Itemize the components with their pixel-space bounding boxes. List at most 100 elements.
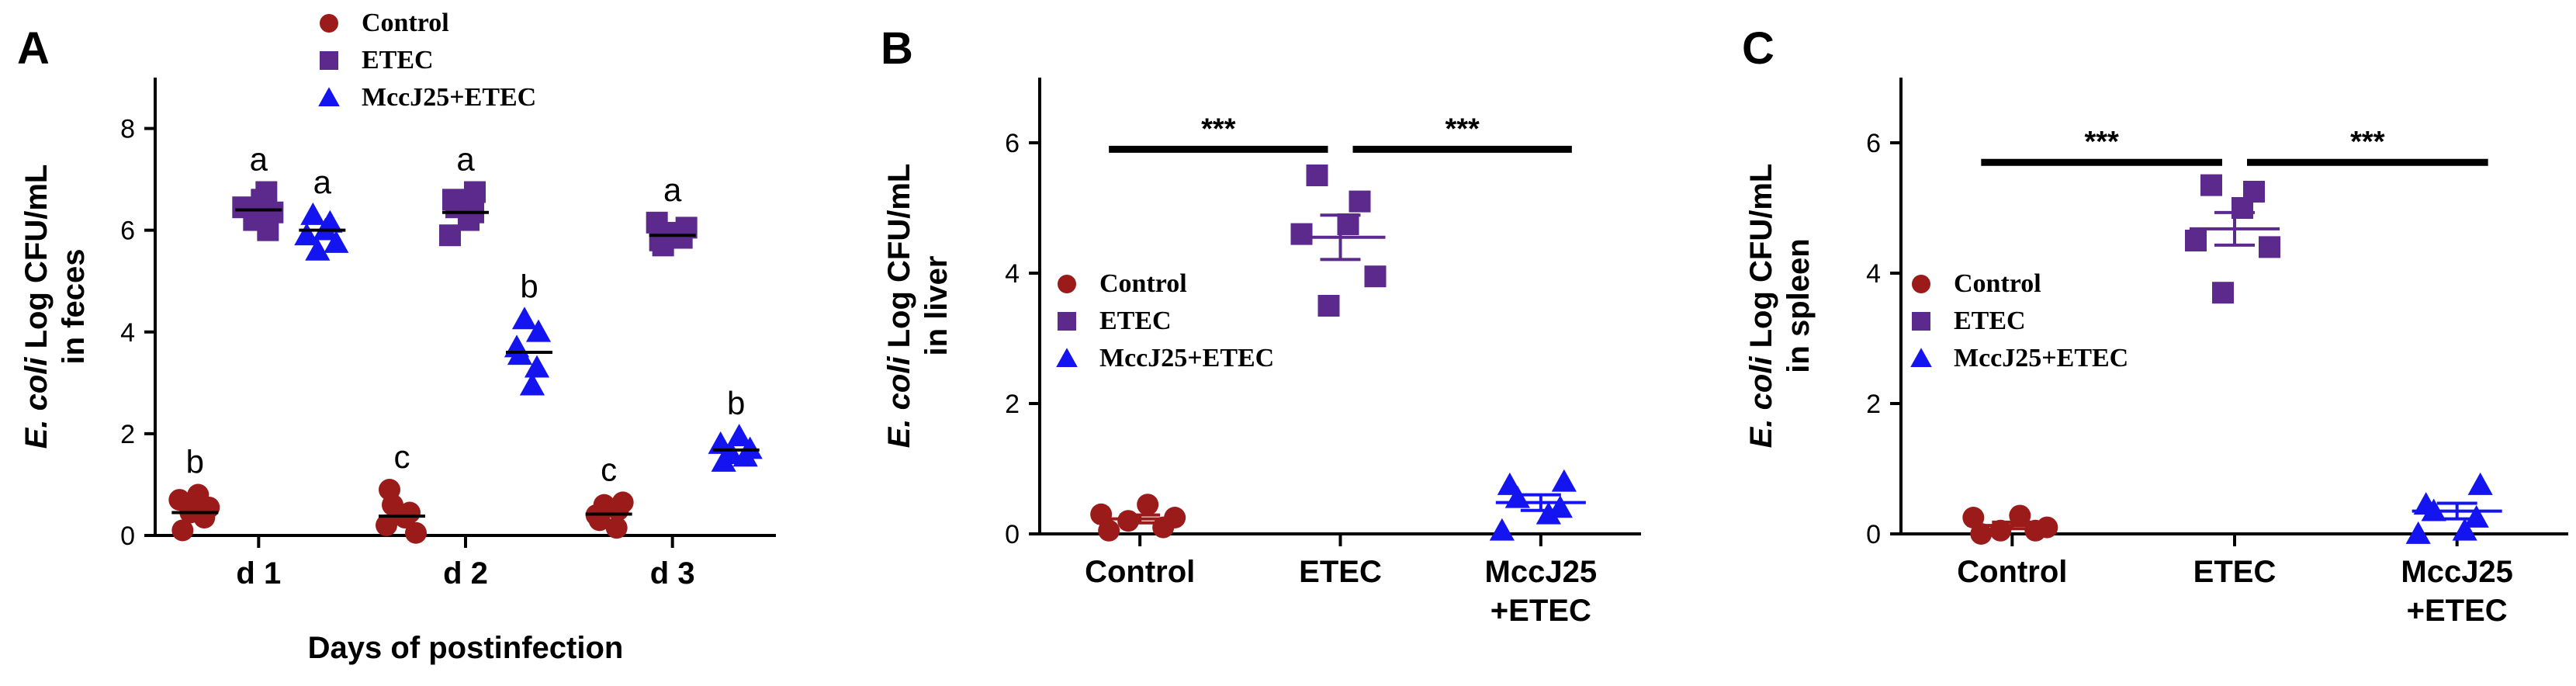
data-point xyxy=(605,517,628,539)
data-point xyxy=(1098,519,1120,542)
data-point xyxy=(1536,501,1561,525)
data-point xyxy=(593,494,615,516)
data-point xyxy=(376,514,397,536)
y-axis-label: E. coli Log CFU/mL xyxy=(1744,164,1778,449)
y-axis-label-main: Log CFU/mL xyxy=(882,164,916,357)
legend: Control ETEC MccJ25+ETEC xyxy=(1910,269,2128,372)
legend-marker xyxy=(1912,275,1930,293)
legend-marker xyxy=(1058,275,1076,293)
legend-entry: MccJ25+ETEC xyxy=(362,83,536,112)
significance-letter: b xyxy=(520,268,538,304)
legend-entry: MccJ25+ETEC xyxy=(1954,344,2128,372)
y-tick-label: 0 xyxy=(120,521,135,551)
data-point xyxy=(519,372,545,396)
legend-marker xyxy=(320,51,338,70)
data-point xyxy=(300,202,326,225)
x-axis-label: Days of postinfection xyxy=(308,631,624,665)
legend: Control ETEC MccJ25+ETEC xyxy=(318,9,536,112)
y-axis-label-italic: E. coli xyxy=(1744,356,1778,449)
y-tick-label: 6 xyxy=(120,217,135,246)
data-point xyxy=(2413,492,2439,515)
data-point xyxy=(611,491,634,514)
data-point xyxy=(1349,190,1371,213)
data-point xyxy=(1489,518,1515,541)
data-point xyxy=(1290,223,1313,245)
y-axis-label: E. coli Log CFU/mL xyxy=(882,164,916,449)
data-point xyxy=(2405,521,2431,544)
panel-a: A 0 2 4 6 8 E. coli Log CFU/mL in feces d 1 d 2 d … xyxy=(17,9,776,665)
panel-c: C 0 2 4 6 E. coli Log CFU/mL in spleen Control E… xyxy=(1742,23,2568,628)
y-tick-label: 2 xyxy=(1005,390,1020,419)
data-point xyxy=(232,196,254,219)
y-axis-label-line2: in feces xyxy=(57,249,91,365)
significance-stars: *** xyxy=(2084,126,2119,158)
x-tick-label: MccJ25 xyxy=(1485,555,1598,589)
x-tick-label: d 1 xyxy=(236,556,281,591)
data-point xyxy=(1547,495,1573,518)
data-point xyxy=(2452,518,2477,541)
legend-marker xyxy=(318,87,340,107)
data-point xyxy=(324,230,349,253)
data-point xyxy=(2200,174,2222,196)
x-tick-label: +ETEC xyxy=(1491,594,1591,628)
legend-entry: ETEC xyxy=(1954,307,2026,335)
y-tick-label: 2 xyxy=(1866,390,1881,419)
y-axis-label-line2: in liver xyxy=(919,256,954,356)
data-point xyxy=(2259,236,2280,258)
data-point xyxy=(1551,469,1577,492)
y-axis-label-line2-text: in feces xyxy=(57,249,91,365)
data-point xyxy=(168,489,191,511)
data-point xyxy=(171,519,194,542)
data-point xyxy=(525,319,552,342)
legend-marker xyxy=(1058,312,1076,331)
legend-entry: MccJ25+ETEC xyxy=(1099,344,1274,372)
data-point xyxy=(708,431,733,454)
y-axis-label-italic: E. coli xyxy=(882,356,916,449)
significance-letter: c xyxy=(601,451,617,487)
x-tick-label: Control xyxy=(1957,555,2067,589)
x-tick-label: Control xyxy=(1085,555,1195,589)
data-point xyxy=(1317,295,1340,317)
data-point xyxy=(2185,230,2207,251)
data-point xyxy=(1970,523,1993,545)
data-point xyxy=(1497,472,1522,495)
x-tick-label: d 3 xyxy=(650,556,695,591)
y-axis-label-line2-text: in liver xyxy=(919,256,954,356)
y-tick-label: 0 xyxy=(1005,520,1020,549)
data-point xyxy=(187,483,209,506)
legend-marker xyxy=(320,14,338,33)
data-point xyxy=(1962,507,1985,528)
data-point xyxy=(2463,504,2489,528)
data-point xyxy=(511,307,538,330)
y-tick-label: 4 xyxy=(120,318,135,348)
y-axis-label-line1: E. coli Log CFU/mL xyxy=(882,164,916,449)
significance-stars: *** xyxy=(1201,113,1236,145)
significance-letter: b xyxy=(727,385,745,421)
data-point xyxy=(646,211,668,234)
legend-entry: Control xyxy=(362,9,449,37)
y-tick-label: 4 xyxy=(1005,259,1020,289)
significance-stars: *** xyxy=(2350,126,2385,158)
data-point xyxy=(305,237,331,261)
x-tick-label: ETEC xyxy=(2193,555,2277,589)
legend-marker xyxy=(1056,348,1078,368)
legend-marker xyxy=(1910,348,1932,368)
data-point xyxy=(737,436,763,459)
significance-letter: a xyxy=(250,141,268,178)
data-point xyxy=(2212,282,2234,304)
legend-entry: ETEC xyxy=(1099,307,1172,335)
data-point xyxy=(379,479,400,501)
y-tick-label: 4 xyxy=(1866,259,1881,289)
data-point xyxy=(1306,165,1328,186)
x-tick-label: ETEC xyxy=(1299,555,1382,589)
y-tick-label: 8 xyxy=(120,115,135,144)
significance-letter: a xyxy=(663,172,682,208)
legend-marker xyxy=(1912,312,1930,331)
y-axis-label-italic: E. coli xyxy=(19,357,54,449)
data-point xyxy=(1364,265,1387,288)
data-point xyxy=(294,223,320,246)
x-tick-label: MccJ25 xyxy=(2401,555,2513,589)
data-point xyxy=(726,424,752,447)
panel-letter: C xyxy=(1742,23,1774,74)
significance-stars: *** xyxy=(1445,113,1480,145)
